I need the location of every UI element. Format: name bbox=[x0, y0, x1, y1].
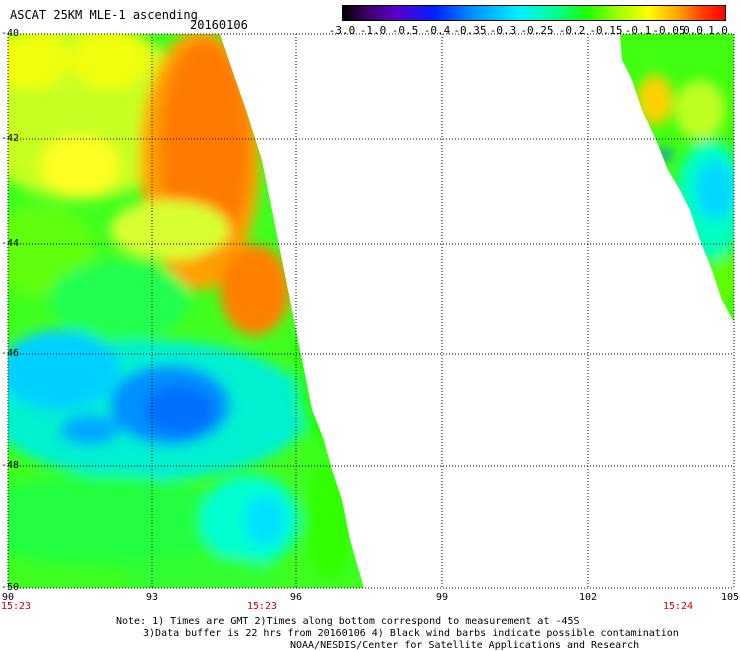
colorbar-label: -0.25 bbox=[520, 24, 554, 37]
note-line-3: NOAA/NESDIS/Center for Satellite Applica… bbox=[290, 640, 640, 651]
lon-label: 93 bbox=[145, 592, 159, 603]
time-label: 15:23 bbox=[0, 601, 32, 612]
time-label: 15:24 bbox=[662, 601, 694, 612]
lat-label: -48 bbox=[1, 460, 20, 471]
time-label: 15:23 bbox=[246, 601, 278, 612]
colorbar-label: -0.5 bbox=[391, 24, 419, 37]
colorbar-label: -3.0 bbox=[328, 24, 356, 37]
colorbar-label: -0.1 bbox=[624, 24, 652, 37]
colorbar-label: -0.2 bbox=[558, 24, 586, 37]
colorbar-label: -1.0 bbox=[359, 24, 387, 37]
lat-label: -42 bbox=[1, 133, 20, 144]
colorbar bbox=[342, 5, 726, 21]
colorbar-label: 1.0 bbox=[708, 24, 728, 37]
lat-label: -40 bbox=[1, 28, 20, 39]
grid bbox=[7, 33, 735, 589]
lon-label: 90 bbox=[1, 592, 15, 603]
lat-label: -50 bbox=[1, 582, 20, 593]
swath-left bbox=[8, 34, 364, 588]
colorbar-label: -0.05 bbox=[652, 24, 686, 37]
lon-label: 105 bbox=[720, 592, 740, 603]
note-line-2: 3)Data buffer is 22 hrs from 20160106 4)… bbox=[143, 628, 679, 639]
map-date: 20160106 bbox=[190, 18, 248, 32]
colorbar-label: -0.15 bbox=[589, 24, 623, 37]
colorbar-label: 0.0 bbox=[683, 24, 703, 37]
colorbar-label: -0.35 bbox=[453, 24, 487, 37]
lat-label: -46 bbox=[1, 348, 20, 359]
colorbar-label: -0.3 bbox=[489, 24, 517, 37]
lon-label: 96 bbox=[289, 592, 303, 603]
map-title: ASCAT 25KM MLE-1 ascending bbox=[10, 8, 198, 22]
lat-label: -44 bbox=[1, 238, 20, 249]
note-line-1: Note: 1) Times are GMT 2)Times along bot… bbox=[116, 616, 580, 627]
lon-label: 102 bbox=[578, 592, 598, 603]
colorbar-label: -0.4 bbox=[423, 24, 451, 37]
lon-label: 99 bbox=[435, 592, 449, 603]
swath-right bbox=[620, 34, 734, 322]
